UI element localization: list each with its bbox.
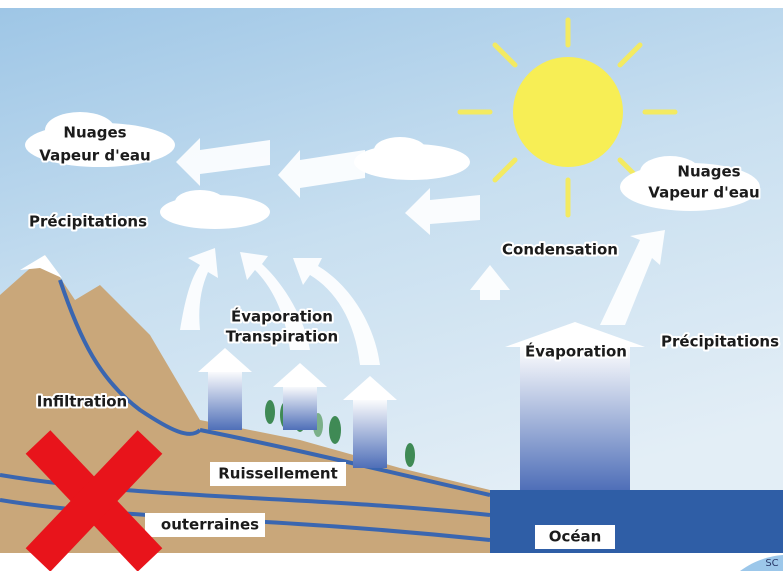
label: Précipitations	[29, 213, 147, 231]
label: Océan	[549, 528, 602, 546]
corner-text: SC	[765, 558, 778, 569]
label: outerraines	[161, 516, 259, 534]
label: Condensation	[502, 241, 618, 259]
label: Nuages	[677, 163, 740, 181]
label: Vapeur d'eau	[648, 184, 759, 202]
label: Transpiration	[226, 328, 338, 346]
label: Ruissellement	[218, 465, 338, 483]
label: Évaporation	[231, 307, 333, 326]
label: Infiltration	[37, 393, 128, 411]
label: Précipitations	[661, 333, 779, 351]
water-cycle-diagram: Nuages Vapeur d'eau Précipitations Évapo…	[0, 0, 783, 571]
ocean	[490, 490, 783, 553]
label: Nuages	[63, 124, 126, 142]
label: Vapeur d'eau	[39, 147, 150, 165]
page: Nuages Vapeur d'eau Précipitations Évapo…	[0, 0, 783, 571]
label: Évaporation	[525, 342, 627, 361]
